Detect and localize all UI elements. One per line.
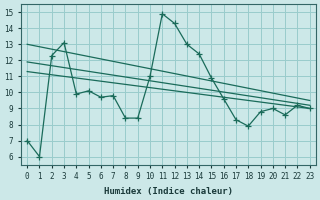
X-axis label: Humidex (Indice chaleur): Humidex (Indice chaleur) — [104, 187, 233, 196]
